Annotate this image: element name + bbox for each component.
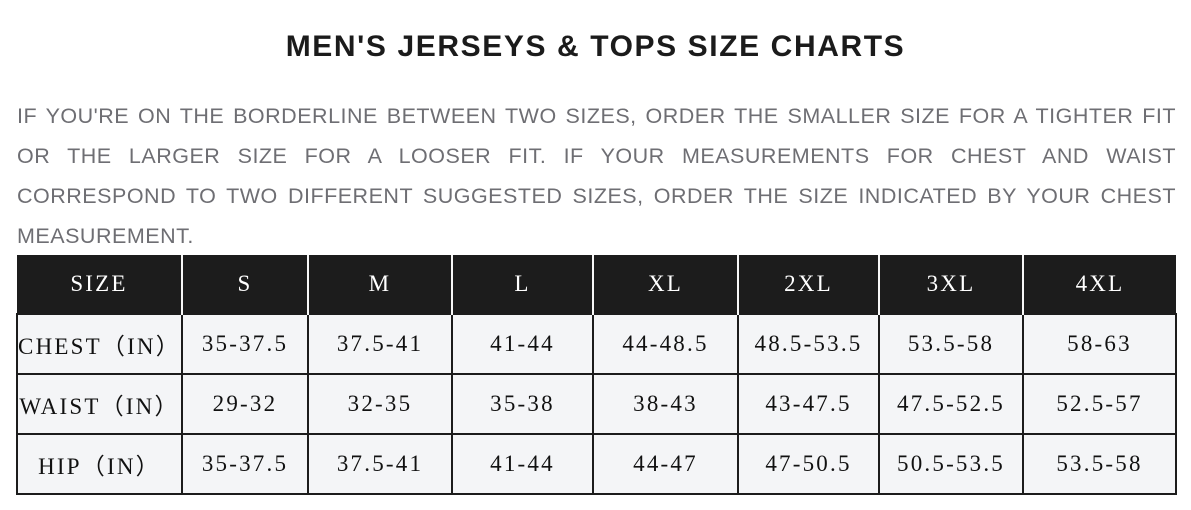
cell-hip-2xl: 47-50.5 — [738, 433, 880, 495]
column-header-l: L — [452, 255, 594, 314]
cell-hip-s: 35-37.5 — [182, 433, 309, 495]
table-body: CHEST（IN） 35-37.5 37.5-41 41-44 44-48.5 … — [16, 313, 1177, 495]
cell-chest-xl: 44-48.5 — [593, 313, 739, 374]
size-chart-table: SIZE S M L XL 2XL 3XL 4XL CHEST（IN） 35-3… — [16, 255, 1177, 495]
sizing-instructions-paragraph: IF YOU'RE ON THE BORDERLINE BETWEEN TWO … — [17, 104, 1176, 248]
cell-waist-2xl: 43-47.5 — [738, 373, 880, 434]
row-label-chest: CHEST（IN） — [16, 313, 183, 374]
row-label-hip: HIP（IN） — [16, 433, 183, 495]
page-title: MEN'S JERSEYS & TOPS SIZE CHARTS — [285, 30, 906, 63]
table-row: CHEST（IN） 35-37.5 37.5-41 41-44 44-48.5 … — [16, 313, 1177, 374]
cell-hip-4xl: 53.5-58 — [1023, 433, 1177, 495]
cell-waist-3xl: 47.5-52.5 — [879, 373, 1024, 434]
cell-chest-4xl: 58-63 — [1023, 313, 1177, 374]
cell-hip-xl: 44-47 — [593, 433, 739, 495]
cell-chest-l: 41-44 — [452, 313, 594, 374]
cell-waist-xl: 38-43 — [593, 373, 739, 434]
cell-waist-m: 32-35 — [308, 373, 453, 434]
cell-chest-3xl: 53.5-58 — [879, 313, 1024, 374]
cell-chest-m: 37.5-41 — [308, 313, 453, 374]
column-header-s: S — [182, 255, 309, 314]
column-header-xl: XL — [593, 255, 739, 314]
table-header: SIZE S M L XL 2XL 3XL 4XL — [17, 255, 1176, 314]
row-label-waist: WAIST（IN） — [16, 373, 183, 434]
cell-waist-s: 29-32 — [182, 373, 309, 434]
size-table-container: SIZE S M L XL 2XL 3XL 4XL CHEST（IN） 35-3… — [16, 255, 1177, 495]
cell-hip-m: 37.5-41 — [308, 433, 453, 495]
column-header-size: SIZE — [17, 255, 183, 314]
column-header-m: M — [308, 255, 453, 314]
cell-hip-l: 41-44 — [452, 433, 594, 495]
column-header-2xl: 2XL — [738, 255, 880, 314]
column-header-3xl: 3XL — [879, 255, 1024, 314]
cell-hip-3xl: 50.5-53.5 — [879, 433, 1024, 495]
table-header-row: SIZE S M L XL 2XL 3XL 4XL — [17, 255, 1176, 314]
table-row: HIP（IN） 35-37.5 37.5-41 41-44 44-47 47-5… — [16, 433, 1177, 495]
cell-chest-s: 35-37.5 — [182, 313, 309, 374]
column-header-4xl: 4XL — [1023, 255, 1176, 314]
cell-waist-4xl: 52.5-57 — [1023, 373, 1177, 434]
cell-waist-l: 35-38 — [452, 373, 594, 434]
table-row: WAIST（IN） 29-32 32-35 35-38 38-43 43-47.… — [16, 373, 1177, 434]
cell-chest-2xl: 48.5-53.5 — [738, 313, 880, 374]
